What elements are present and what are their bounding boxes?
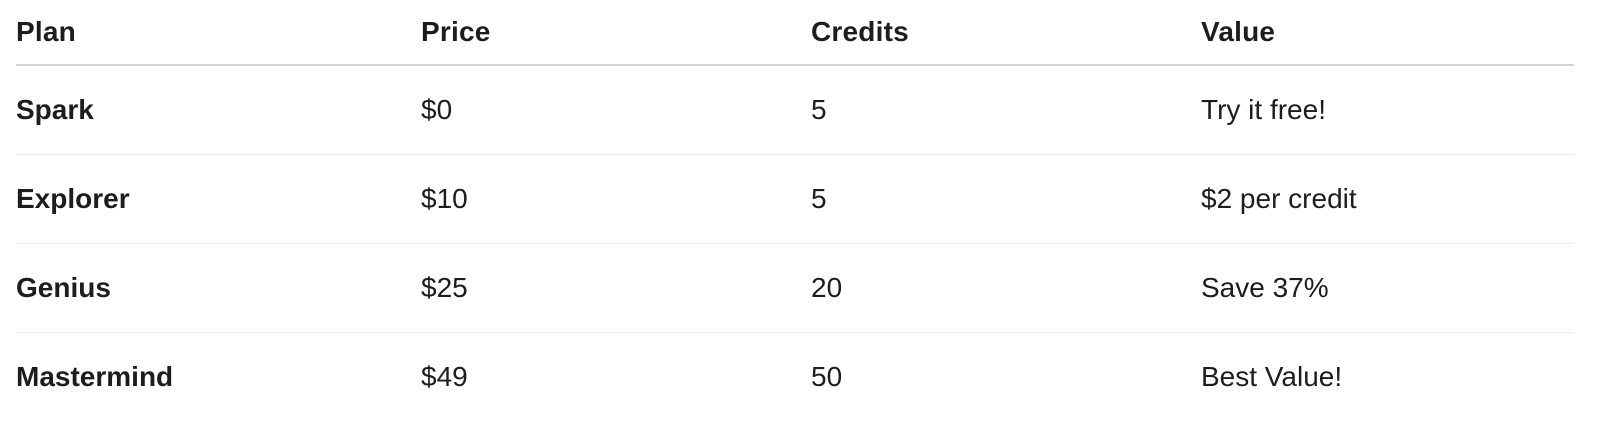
- plan-name-cell: Spark: [16, 65, 421, 155]
- price-cell: $25: [421, 243, 811, 333]
- price-cell: $0: [421, 65, 811, 155]
- table-row: Genius $25 20 Save 37%: [16, 243, 1574, 333]
- column-header-credits: Credits: [811, 0, 1201, 66]
- plan-name-cell: Explorer: [16, 154, 421, 244]
- value-cell: $2 per credit: [1201, 154, 1574, 244]
- plan-name-cell: Genius: [16, 243, 421, 333]
- table-body: Spark $0 5 Try it free! Explorer $10 5 $…: [16, 65, 1574, 421]
- table-row: Spark $0 5 Try it free!: [16, 65, 1574, 155]
- value-cell: Try it free!: [1201, 65, 1574, 155]
- value-cell: Save 37%: [1201, 243, 1574, 333]
- credits-cell: 5: [811, 154, 1201, 244]
- credits-cell: 20: [811, 243, 1201, 333]
- price-cell: $49: [421, 361, 468, 392]
- credits-cell: 50: [811, 361, 843, 392]
- pricing-table: Plan Price Credits Value Spark $0 5 Try …: [16, 0, 1574, 421]
- table-row: Explorer $10 5 $2 per credit: [16, 154, 1574, 244]
- column-header-value: Value: [1201, 0, 1574, 66]
- value-cell: Best Value!: [1201, 361, 1343, 392]
- table-row: Mastermind $49 50 Best Value!: [16, 333, 1574, 422]
- header-row: Plan Price Credits Value: [16, 0, 1574, 66]
- plan-name-cell: Mastermind: [16, 361, 174, 392]
- credits-cell: 5: [811, 65, 1201, 155]
- table-header: Plan Price Credits Value: [16, 0, 1574, 66]
- price-cell: $10: [421, 154, 811, 244]
- column-header-price: Price: [421, 0, 811, 66]
- column-header-plan: Plan: [16, 0, 421, 66]
- pricing-table-container: Plan Price Credits Value Spark $0 5 Try …: [16, 0, 1574, 421]
